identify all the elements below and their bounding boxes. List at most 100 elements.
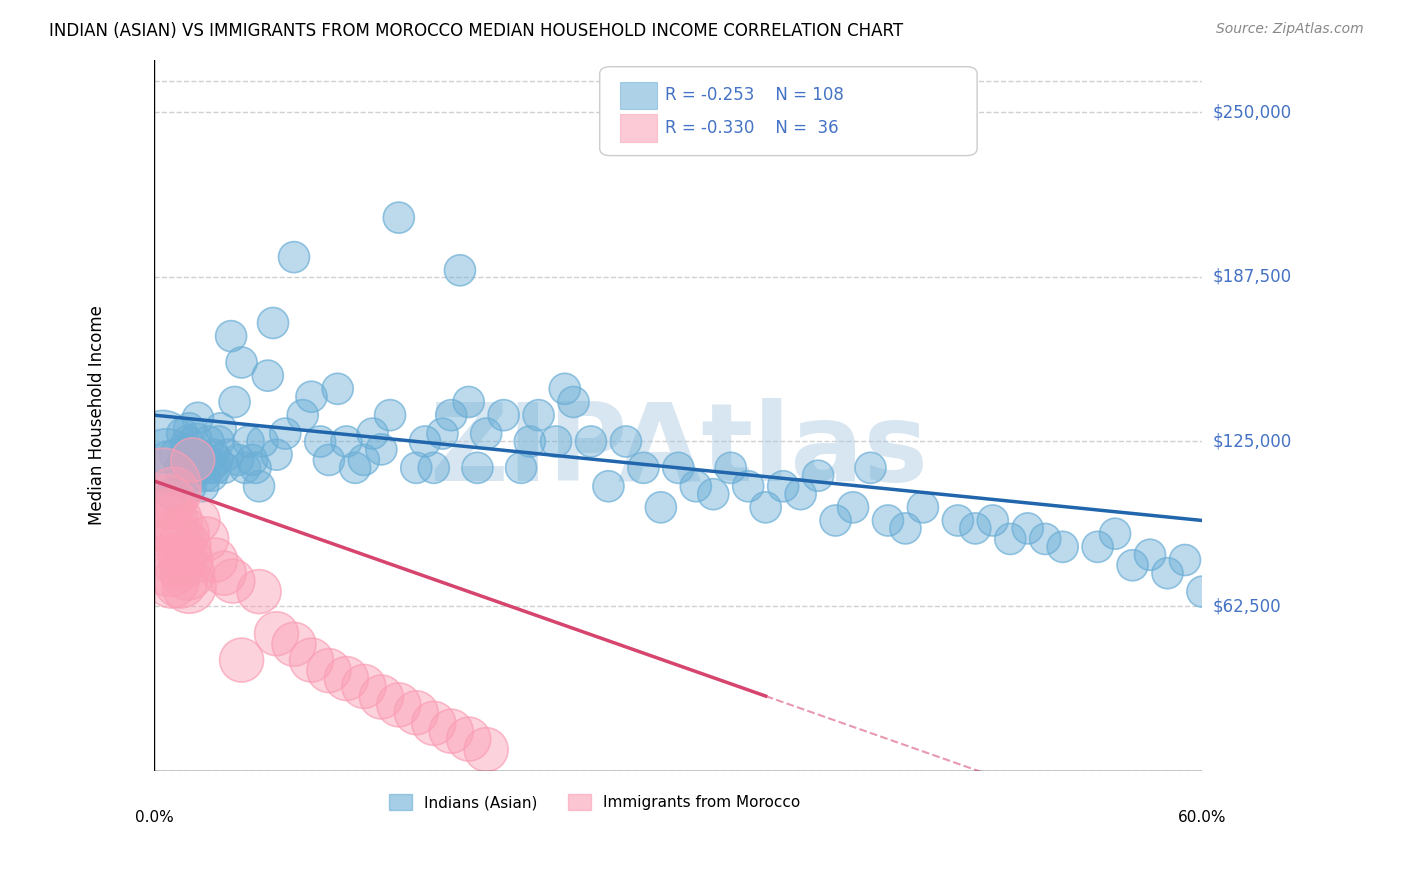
Point bbox=[186, 432, 208, 446]
Point bbox=[318, 664, 340, 678]
Point bbox=[475, 426, 498, 441]
Point bbox=[198, 460, 221, 475]
Point bbox=[205, 453, 228, 467]
Point bbox=[1033, 532, 1056, 546]
Point bbox=[440, 724, 463, 739]
Point bbox=[209, 421, 232, 435]
Point bbox=[510, 460, 533, 475]
Point bbox=[378, 408, 401, 422]
Point bbox=[169, 574, 191, 588]
Point bbox=[157, 495, 180, 509]
Point bbox=[165, 448, 187, 462]
Point bbox=[405, 460, 427, 475]
Point bbox=[283, 250, 305, 264]
Point bbox=[432, 426, 454, 441]
Point bbox=[283, 637, 305, 651]
Point bbox=[650, 500, 672, 515]
Point bbox=[172, 426, 194, 441]
Point bbox=[413, 434, 436, 449]
Point bbox=[475, 426, 498, 441]
Point bbox=[1139, 548, 1161, 562]
Point bbox=[807, 468, 830, 483]
Point bbox=[266, 448, 288, 462]
Text: Source: ZipAtlas.com: Source: ZipAtlas.com bbox=[1216, 22, 1364, 37]
Text: 60.0%: 60.0% bbox=[1178, 810, 1226, 825]
Point bbox=[226, 453, 249, 467]
Point bbox=[344, 460, 367, 475]
Point bbox=[202, 448, 225, 462]
Point bbox=[1052, 540, 1074, 554]
Point bbox=[737, 479, 759, 493]
Text: R = -0.330    N =  36: R = -0.330 N = 36 bbox=[665, 119, 838, 136]
Point bbox=[737, 479, 759, 493]
Point bbox=[388, 211, 411, 225]
Point bbox=[388, 211, 411, 225]
Point bbox=[981, 514, 1004, 528]
Text: INDIAN (ASIAN) VS IMMIGRANTS FROM MOROCCO MEDIAN HOUSEHOLD INCOME CORRELATION CH: INDIAN (ASIAN) VS IMMIGRANTS FROM MOROCC… bbox=[49, 22, 903, 40]
Point bbox=[755, 500, 778, 515]
Point bbox=[685, 479, 707, 493]
Point bbox=[666, 460, 689, 475]
Point bbox=[423, 716, 446, 731]
Point bbox=[859, 460, 882, 475]
Point bbox=[1156, 566, 1178, 581]
Text: $250,000: $250,000 bbox=[1213, 103, 1292, 121]
Point bbox=[318, 453, 340, 467]
Point bbox=[457, 732, 479, 747]
Point bbox=[894, 521, 917, 535]
Point bbox=[527, 408, 550, 422]
Point bbox=[527, 408, 550, 422]
Point bbox=[789, 487, 811, 501]
Point bbox=[247, 479, 270, 493]
Point bbox=[318, 453, 340, 467]
Point bbox=[195, 532, 218, 546]
Point bbox=[169, 460, 191, 475]
Point bbox=[217, 448, 239, 462]
Point bbox=[197, 434, 219, 449]
Point bbox=[388, 698, 411, 712]
Point bbox=[457, 395, 479, 409]
Point bbox=[720, 460, 742, 475]
Point bbox=[266, 626, 288, 640]
Point bbox=[179, 421, 201, 435]
Point bbox=[859, 460, 882, 475]
Point bbox=[155, 514, 177, 528]
Point bbox=[266, 626, 288, 640]
Text: $187,500: $187,500 bbox=[1213, 268, 1292, 285]
FancyBboxPatch shape bbox=[620, 82, 658, 110]
Point bbox=[519, 434, 541, 449]
Point bbox=[212, 566, 235, 581]
Point bbox=[1104, 526, 1126, 541]
Point bbox=[755, 500, 778, 515]
Point bbox=[475, 742, 498, 756]
Point bbox=[233, 460, 256, 475]
Point bbox=[1087, 540, 1109, 554]
Point bbox=[492, 408, 515, 422]
Point bbox=[335, 434, 357, 449]
Legend: Indians (Asian), Immigrants from Morocco: Indians (Asian), Immigrants from Morocco bbox=[382, 789, 806, 816]
Point bbox=[240, 453, 263, 467]
Point bbox=[283, 637, 305, 651]
Point bbox=[262, 316, 284, 330]
Point bbox=[152, 479, 174, 493]
Point bbox=[1156, 566, 1178, 581]
Point bbox=[335, 672, 357, 686]
Point bbox=[965, 521, 987, 535]
Point bbox=[160, 487, 183, 501]
Point bbox=[195, 532, 218, 546]
Point bbox=[633, 460, 655, 475]
Point bbox=[167, 553, 190, 567]
Point bbox=[353, 680, 375, 694]
Point bbox=[519, 434, 541, 449]
Point bbox=[598, 479, 620, 493]
Point bbox=[245, 460, 267, 475]
Point bbox=[440, 724, 463, 739]
Point bbox=[152, 479, 174, 493]
FancyBboxPatch shape bbox=[600, 67, 977, 155]
Point bbox=[1122, 558, 1144, 573]
Point bbox=[291, 408, 314, 422]
Point bbox=[219, 329, 242, 343]
Text: ZIPAtlas: ZIPAtlas bbox=[429, 398, 928, 504]
Point bbox=[160, 487, 183, 501]
Point bbox=[247, 479, 270, 493]
